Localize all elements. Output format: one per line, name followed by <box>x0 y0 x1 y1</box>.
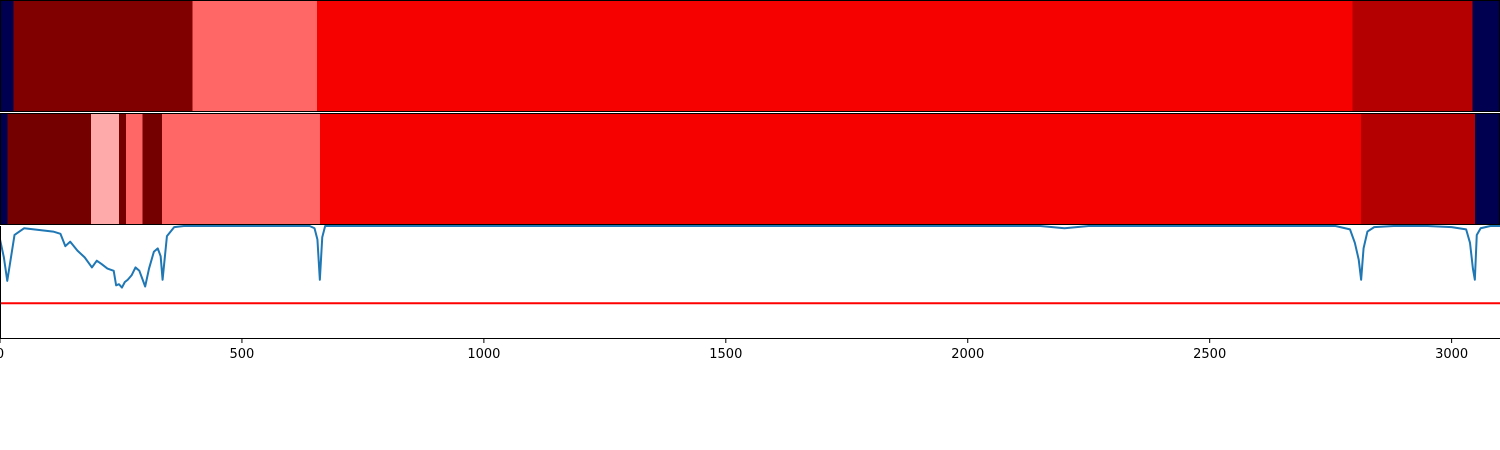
band-segment <box>142 113 163 225</box>
band-segment <box>119 113 126 225</box>
band-segment <box>319 113 1362 225</box>
band-segment <box>1352 0 1473 112</box>
x-tick-label: 3000 <box>1435 347 1468 362</box>
band-segment <box>1472 0 1500 112</box>
band-row-top <box>0 0 1500 112</box>
x-axis: 0 500 1000 1500 2000 2500 3000 <box>0 338 1500 362</box>
band-row-middle <box>0 113 1500 225</box>
x-tick-label: 500 <box>230 347 255 362</box>
line-panel <box>0 225 1500 338</box>
band-segment <box>162 113 320 225</box>
band-segment <box>192 0 317 112</box>
band-segment <box>7 113 91 225</box>
band-segment <box>316 0 1353 112</box>
band-segment <box>0 0 14 112</box>
x-tick-label: 1500 <box>709 347 742 362</box>
line-panel-background <box>0 226 1500 338</box>
series-line <box>0 225 1500 289</box>
band-segment <box>13 0 193 112</box>
x-tick-label: 2500 <box>1193 347 1226 362</box>
x-tick-label: 0 <box>0 347 4 362</box>
band-segment <box>1474 113 1500 225</box>
band-segment <box>90 113 120 225</box>
band-segment <box>125 113 143 225</box>
band-segment <box>1361 113 1475 225</box>
x-tick-label: 1000 <box>467 347 500 362</box>
band-segment <box>0 113 8 225</box>
x-tick-label: 2000 <box>951 347 984 362</box>
